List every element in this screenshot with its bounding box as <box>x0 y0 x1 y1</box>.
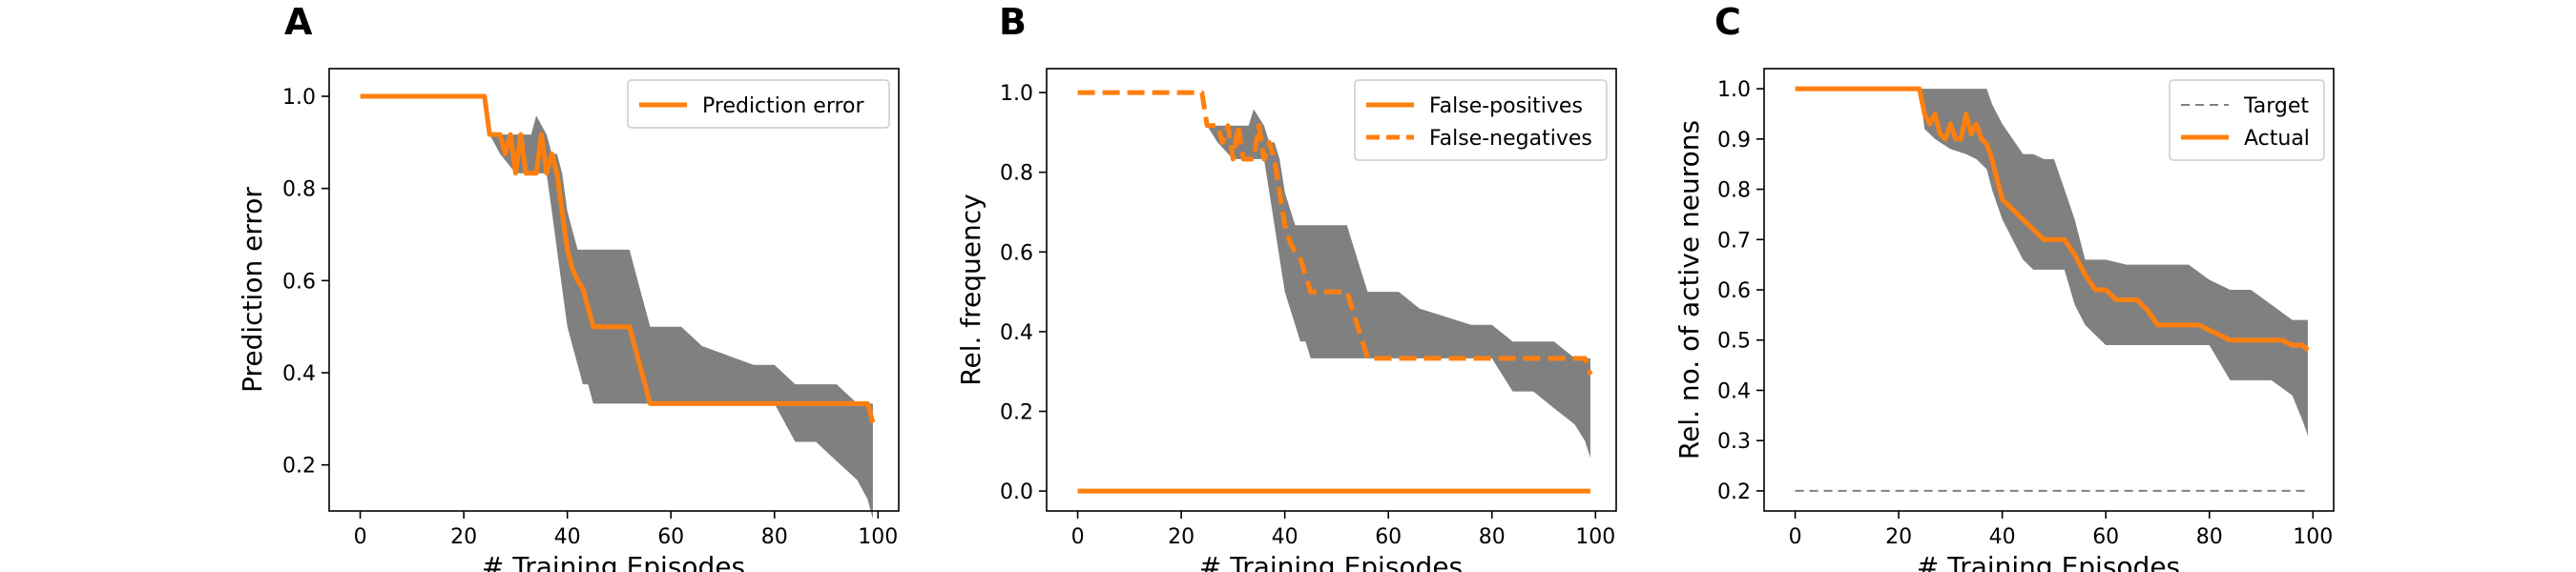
x-tick-label: 20 <box>1168 525 1195 549</box>
legend-b: False-positives False-negatives <box>1354 79 1608 161</box>
x-tick-label: 80 <box>1479 525 1506 549</box>
y-tick-label: 0.4 <box>1717 379 1751 403</box>
legend-label: Target <box>2243 94 2309 118</box>
x-tick-label: 100 <box>1575 525 1615 549</box>
y-axis-label-a: Prediction error <box>237 187 268 393</box>
x-axis-label-b: # Training Episodes <box>1199 551 1463 572</box>
x-tick-label: 40 <box>1989 525 2016 549</box>
legend-box-c <box>2169 79 2325 161</box>
x-tick-label: 40 <box>1272 525 1298 549</box>
y-tick-label: 0.6 <box>1717 279 1751 303</box>
x-tick-label: 100 <box>858 525 898 549</box>
panel-letter-b: B <box>999 1 1027 43</box>
axes-frame-b <box>1046 68 1617 512</box>
y-tick-label: 0.6 <box>282 270 316 294</box>
x-tick-label: 0 <box>1789 525 1802 549</box>
panel-letter-c: C <box>1714 1 1741 43</box>
x-tick-label: 0 <box>354 525 367 549</box>
x-axis-label-c: # Training Episodes <box>1917 551 2180 572</box>
panel-a: A 0 20 40 60 80 100 0.2 0.4 0.6 0.8 1.0 # Training… <box>237 1 900 572</box>
y-tick-label: 0.4 <box>282 362 316 386</box>
confidence-band-b <box>1077 92 1590 459</box>
y-tick-label: 0.9 <box>1717 129 1751 153</box>
y-tick-label: 0.0 <box>1000 480 1033 504</box>
y-tick-label: 0.8 <box>1000 162 1033 186</box>
x-tick-label: 100 <box>2293 525 2333 549</box>
x-tick-label: 20 <box>1885 525 1912 549</box>
panel-c: C 0 20 40 60 80 100 0.2 0.3 0.4 0.5 0.6 0.7 0.8 0.9 1.… <box>1673 1 2335 572</box>
x-tick-label: 20 <box>450 525 477 549</box>
y-tick-label: 0.3 <box>1717 430 1751 454</box>
y-tick-label: 0.8 <box>282 178 316 202</box>
axes-frame-a <box>328 68 900 512</box>
x-tick-label: 80 <box>761 525 788 549</box>
x-tick-label: 40 <box>554 525 581 549</box>
y-axis-label-c: Rel. no. of active neurons <box>1673 120 1705 460</box>
x-tick-label: 60 <box>2092 525 2119 549</box>
x-tick-label: 60 <box>1375 525 1402 549</box>
y-tick-label: 0.2 <box>1000 400 1033 424</box>
confidence-band-a <box>360 96 873 520</box>
y-axis-label-b: Rel. frequency <box>955 194 987 385</box>
legend-label: False-negatives <box>1429 127 1592 151</box>
confidence-band-c <box>1795 89 2308 436</box>
legend-box-b <box>1354 79 1608 161</box>
y-tick-label: 1.0 <box>1000 82 1033 106</box>
series-line-c-actual <box>1795 86 2310 353</box>
y-tick-label: 0.8 <box>1717 179 1751 203</box>
y-tick-label: 0.2 <box>1717 480 1751 504</box>
series-line-b-false-negatives <box>1077 90 1593 376</box>
legend-c: Target Actual <box>2169 79 2325 161</box>
y-tick-label: 1.0 <box>282 86 316 110</box>
y-tick-label: 0.6 <box>1000 241 1033 265</box>
y-tick-label: 0.4 <box>1000 321 1033 345</box>
y-tick-label: 1.0 <box>1717 78 1751 102</box>
x-axis-label-a: # Training Episodes <box>482 551 745 572</box>
x-tick-label: 80 <box>2196 525 2223 549</box>
legend-label: Actual <box>2244 127 2310 151</box>
legend-label: False-positives <box>1429 94 1583 118</box>
y-tick-label: 0.7 <box>1717 229 1751 253</box>
y-tick-label: 0.5 <box>1717 330 1751 354</box>
y-tick-label: 0.2 <box>282 455 316 479</box>
x-tick-label: 60 <box>657 525 684 549</box>
panel-b: B 0 20 40 60 80 100 0.0 0.2 0.4 0.6 0.8 1.0 # Train… <box>955 1 1617 572</box>
legend-a: Prediction error <box>627 79 890 129</box>
series-line-a-prediction-error <box>360 93 876 423</box>
legend-label: Prediction error <box>702 94 864 118</box>
legend-box-a <box>627 79 890 129</box>
panel-letter-a: A <box>284 1 313 43</box>
x-tick-label: 0 <box>1071 525 1085 549</box>
